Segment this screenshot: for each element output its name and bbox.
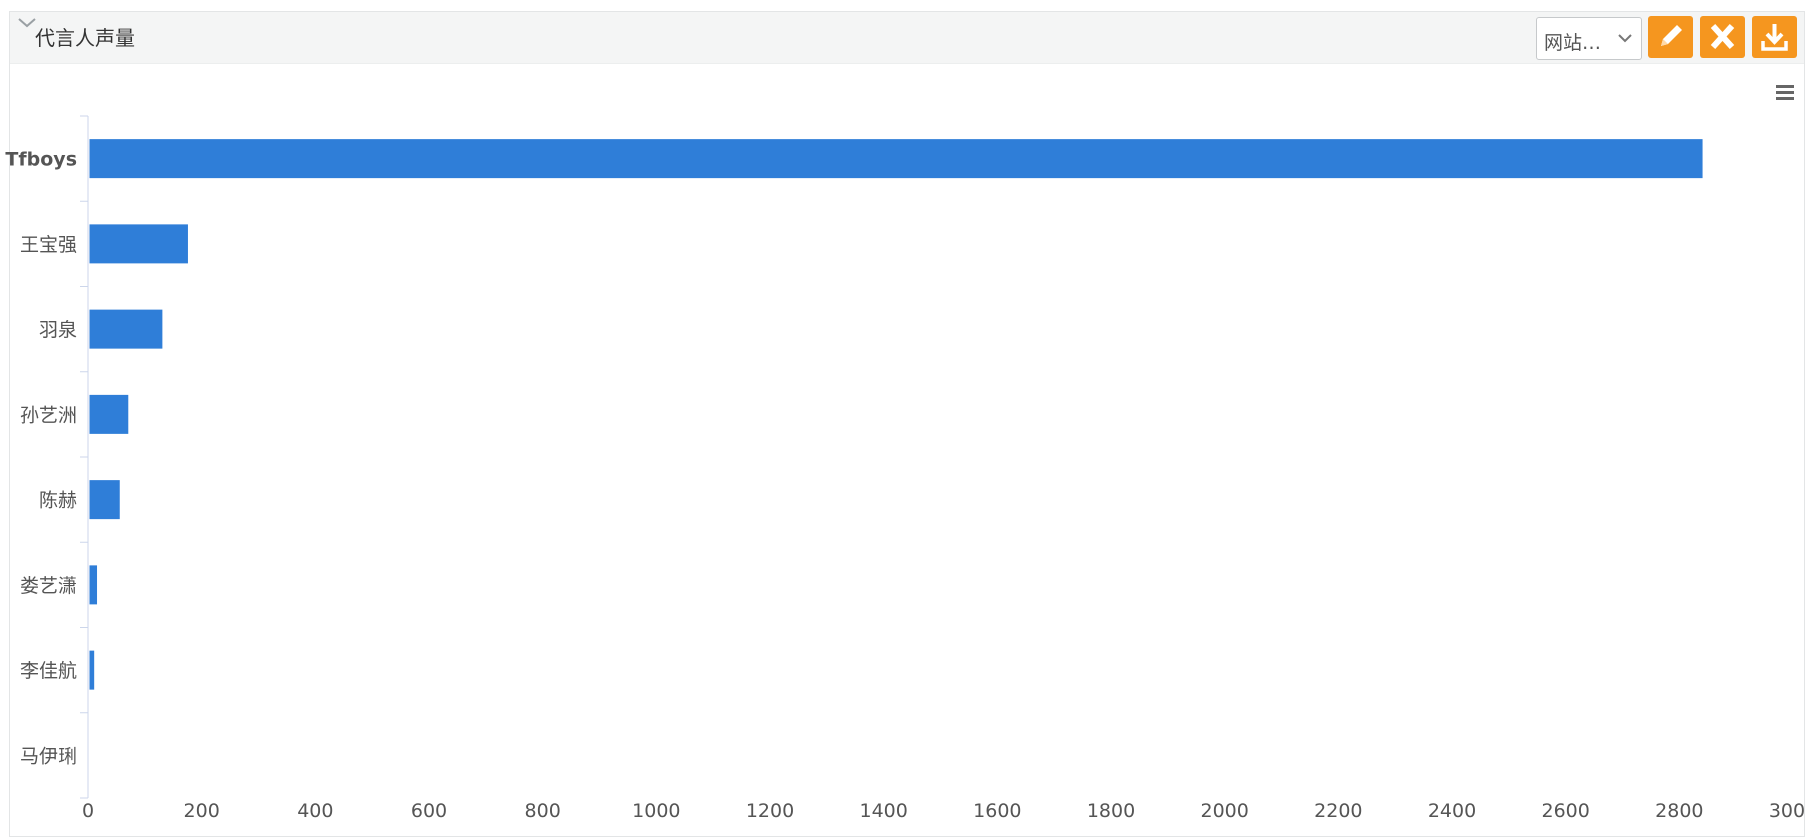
pencil-icon	[1661, 25, 1682, 46]
close-icon	[1710, 23, 1735, 50]
chevron-down-icon	[1618, 34, 1632, 43]
chart-panel: 代言人声量 网站…	[9, 11, 1805, 837]
panel-title: 代言人声量	[35, 26, 135, 50]
site-select[interactable]: 网站…	[1536, 17, 1642, 60]
panel-header: 代言人声量 网站…	[10, 12, 1804, 64]
site-select-value: 网站…	[1544, 32, 1602, 54]
edit-button[interactable]	[1648, 16, 1693, 58]
download-icon	[1761, 24, 1788, 51]
download-button[interactable]	[1752, 16, 1797, 58]
close-button[interactable]	[1700, 16, 1745, 58]
hamburger-menu-icon[interactable]	[1774, 82, 1796, 102]
chevron-down-icon[interactable]	[16, 16, 38, 30]
